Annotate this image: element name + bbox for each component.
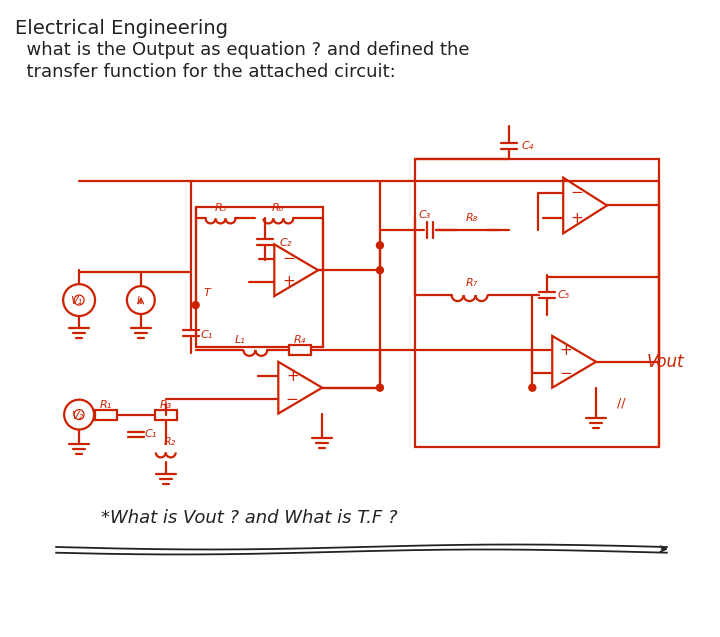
Text: Electrical Engineering: Electrical Engineering bbox=[15, 19, 228, 38]
Text: −: − bbox=[571, 185, 583, 201]
Text: R₇: R₇ bbox=[465, 278, 477, 288]
Bar bbox=[95, 410, 117, 420]
Text: R₈: R₈ bbox=[465, 213, 477, 224]
Circle shape bbox=[529, 384, 536, 391]
Circle shape bbox=[192, 301, 199, 308]
Text: V₂: V₂ bbox=[71, 411, 83, 420]
Bar bbox=[196, 208, 323, 347]
Text: −: − bbox=[286, 392, 299, 407]
Bar bbox=[289, 345, 311, 355]
Text: C₃: C₃ bbox=[418, 210, 431, 220]
Text: R₃: R₃ bbox=[160, 399, 172, 410]
Text: +: + bbox=[286, 369, 299, 383]
Circle shape bbox=[377, 242, 384, 249]
Text: +: + bbox=[282, 275, 294, 289]
Text: transfer function for the attached circuit:: transfer function for the attached circu… bbox=[15, 63, 396, 81]
Text: C₄: C₄ bbox=[521, 141, 534, 151]
Polygon shape bbox=[563, 178, 607, 233]
Text: L₁: L₁ bbox=[235, 335, 246, 345]
Polygon shape bbox=[274, 245, 318, 296]
Text: Iₛ: Iₛ bbox=[137, 296, 143, 306]
Text: R₁: R₁ bbox=[100, 399, 112, 410]
Text: +: + bbox=[560, 343, 572, 357]
Polygon shape bbox=[279, 362, 322, 413]
Text: −: − bbox=[560, 366, 572, 381]
Text: T: T bbox=[203, 288, 210, 298]
Text: Vout: Vout bbox=[647, 353, 685, 371]
Circle shape bbox=[377, 267, 384, 274]
Bar bbox=[415, 159, 659, 447]
Text: C₂: C₂ bbox=[279, 238, 292, 248]
Text: *What is Vout ? and What is T.F ?: *What is Vout ? and What is T.F ? bbox=[101, 509, 397, 527]
Polygon shape bbox=[552, 336, 596, 388]
Text: R₅: R₅ bbox=[215, 203, 227, 213]
Text: C₅: C₅ bbox=[557, 290, 570, 300]
Circle shape bbox=[377, 384, 384, 391]
Text: R₂: R₂ bbox=[163, 438, 176, 447]
Text: C₁: C₁ bbox=[145, 429, 157, 440]
Text: C₁: C₁ bbox=[200, 330, 212, 340]
Text: what is the Output as equation ? and defined the: what is the Output as equation ? and def… bbox=[15, 41, 470, 59]
Text: R₄: R₄ bbox=[294, 335, 306, 345]
Bar bbox=[155, 410, 176, 420]
Text: //: // bbox=[617, 396, 625, 409]
Text: V₁: V₁ bbox=[70, 296, 82, 306]
Text: +: + bbox=[571, 211, 583, 225]
Text: −: − bbox=[282, 251, 294, 266]
Text: R₆: R₆ bbox=[272, 203, 284, 213]
